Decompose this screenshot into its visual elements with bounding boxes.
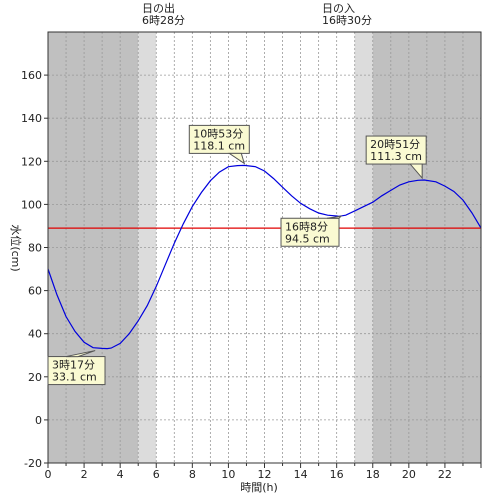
annotation-time: 16時8分: [285, 220, 328, 233]
x-tick-label: 2: [81, 468, 88, 481]
y-tick-label: 40: [28, 328, 42, 341]
y-tick-label: 100: [21, 198, 42, 211]
y-tick-label: -20: [24, 457, 42, 470]
x-tick-label: 14: [294, 468, 308, 481]
x-tick-label: 6: [153, 468, 160, 481]
x-tick-label: 18: [366, 468, 380, 481]
x-tick-label: 20: [402, 468, 416, 481]
x-tick-label: 12: [258, 468, 272, 481]
annotation-time: 10時53分: [193, 127, 243, 140]
annotation-pointer: [65, 350, 96, 358]
y-tick-label: 80: [28, 242, 42, 255]
annotation-pointer: [227, 152, 246, 165]
tide-series: [47, 164, 482, 350]
annotation-box: [365, 135, 427, 165]
x-tick-label: 4: [117, 468, 124, 481]
annotation-box: [280, 217, 340, 247]
y-tick-label: 0: [35, 414, 42, 427]
sunrise-label: 日の出: [142, 1, 175, 15]
twilight-morning: [138, 32, 157, 463]
annotation-time: 3時17分: [52, 359, 95, 372]
night-evening: [372, 32, 481, 463]
annotation-pointer: [409, 163, 423, 180]
grid: [48, 32, 481, 463]
tide-line: [47, 164, 482, 350]
y-tick-label: 160: [21, 69, 42, 82]
y-tick-label: 140: [21, 112, 42, 125]
x-tick-label: 10: [221, 468, 235, 481]
y-tick-label: 60: [28, 285, 42, 298]
x-tick-label: 22: [438, 468, 452, 481]
annotation-level: 94.5 cm: [285, 232, 330, 245]
annotation-pointer: [326, 215, 343, 219]
annotation-level: 33.1 cm: [52, 371, 97, 384]
annotation-level: 118.1 cm: [193, 139, 245, 152]
y-tick-label: 120: [21, 155, 42, 168]
x-tick-label: 16: [330, 468, 344, 481]
y-tick-label: 20: [28, 371, 42, 384]
annotation-level: 111.3 cm: [370, 150, 422, 163]
sunset-time: 16時30分: [322, 14, 372, 27]
sunrise-time: 6時28分: [142, 14, 185, 27]
x-tick-label: 0: [45, 468, 52, 481]
annotation-time: 20時51分: [370, 138, 420, 151]
sunset-label: 日の入: [322, 2, 355, 15]
annotation-box: [188, 124, 250, 154]
x-axis-label: 時間(h): [240, 481, 278, 494]
axes: 0 2 4 6 8 10 12 14 16 18 20 22-20020406080100120140…: [21, 31, 482, 481]
x-tick-label: 8: [189, 468, 196, 481]
y-axis-label: 水位(cm): [9, 224, 23, 271]
